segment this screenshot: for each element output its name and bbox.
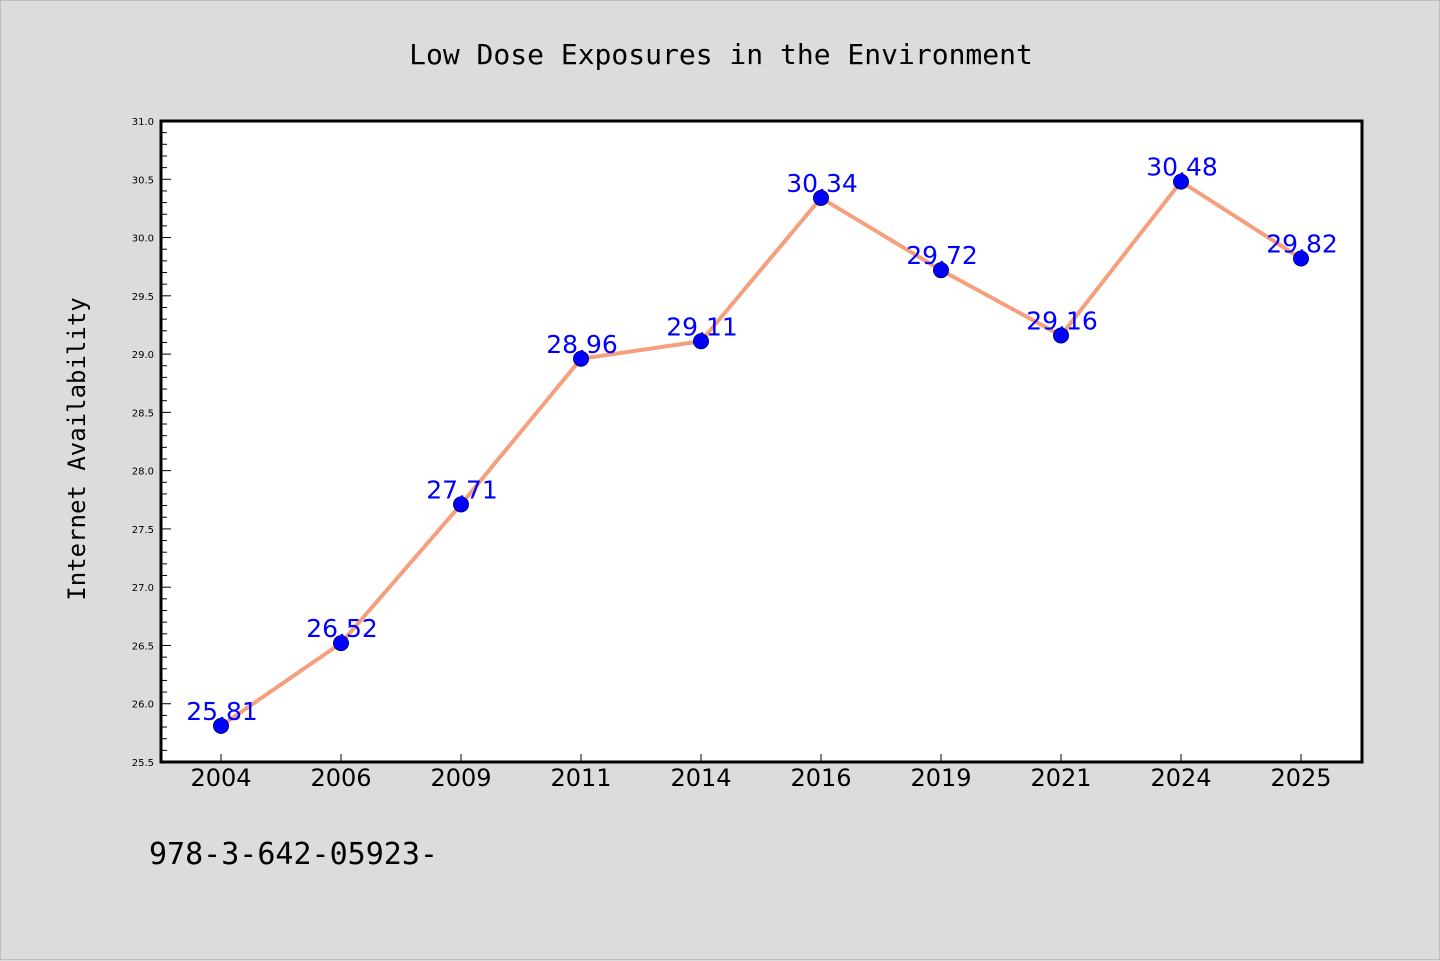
y-tick-label: 26.5 xyxy=(132,641,154,652)
data-point xyxy=(1053,327,1069,344)
y-tick-label: 31.0 xyxy=(132,117,154,128)
x-tick-label: 2021 xyxy=(1030,764,1091,792)
series-line-layer xyxy=(219,179,1303,728)
y-tick-label: 27.0 xyxy=(132,583,154,594)
data-point xyxy=(1293,250,1309,267)
x-tick-label: 2016 xyxy=(790,764,851,792)
x-tick-label: 2004 xyxy=(190,764,251,792)
data-label: 28.96 xyxy=(546,330,618,359)
data-label-layer: 25.81 26.52 27.71 28.96 29.11 30.34 29.72 29.16… xyxy=(186,153,1338,726)
y-tick-label: 30.5 xyxy=(132,175,154,186)
x-tick-label: 2025 xyxy=(1270,764,1331,792)
x-tick-label: 2019 xyxy=(910,764,971,792)
marker-layer xyxy=(213,173,1309,734)
data-point xyxy=(453,496,469,513)
data-label: 29.11 xyxy=(666,312,738,341)
y-tick-label: 28.5 xyxy=(132,408,154,419)
data-label: 27.71 xyxy=(426,475,498,504)
data-point xyxy=(693,333,709,350)
y-tick-label: 25.5 xyxy=(132,758,154,769)
y-tick-label: 30.0 xyxy=(132,234,154,245)
data-label: 30.34 xyxy=(786,169,858,198)
plot-area xyxy=(161,121,1362,762)
y-axis-label: Internet Availability xyxy=(63,297,91,600)
data-point xyxy=(213,717,229,734)
y-tick-label: 28.0 xyxy=(132,467,154,478)
data-point xyxy=(333,635,349,652)
axis-ticks: 25.5 26.0 26.5 27.0 27.5 28.0 28.5 29.0 29.5 30.0… xyxy=(132,117,1332,792)
x-tick-label: 2006 xyxy=(310,764,371,792)
data-point xyxy=(933,262,949,279)
y-tick-label: 26.0 xyxy=(132,700,154,711)
footer-text: 978-3-642-05923- xyxy=(149,837,438,872)
x-tick-label: 2014 xyxy=(670,764,731,792)
y-tick-label: 29.0 xyxy=(132,350,154,361)
plot-frame xyxy=(159,119,1364,764)
x-tick-label: 2009 xyxy=(430,764,491,792)
data-label: 29.72 xyxy=(906,241,978,270)
data-point xyxy=(813,189,829,206)
data-label: 29.16 xyxy=(1026,306,1098,335)
data-label: 25.81 xyxy=(186,697,258,726)
chart-title: Low Dose Exposures in the Environment xyxy=(409,38,1033,71)
x-tick-label: 2024 xyxy=(1150,764,1211,792)
data-label: 26.52 xyxy=(306,614,378,643)
data-point xyxy=(1173,173,1189,190)
data-label: 30.48 xyxy=(1146,153,1218,182)
y-tick-label: 27.5 xyxy=(132,525,154,536)
series-line xyxy=(219,179,1303,728)
data-label: 29.82 xyxy=(1266,230,1338,259)
y-tick-label: 29.5 xyxy=(132,292,154,303)
x-tick-label: 2011 xyxy=(550,764,611,792)
data-point xyxy=(573,350,589,367)
